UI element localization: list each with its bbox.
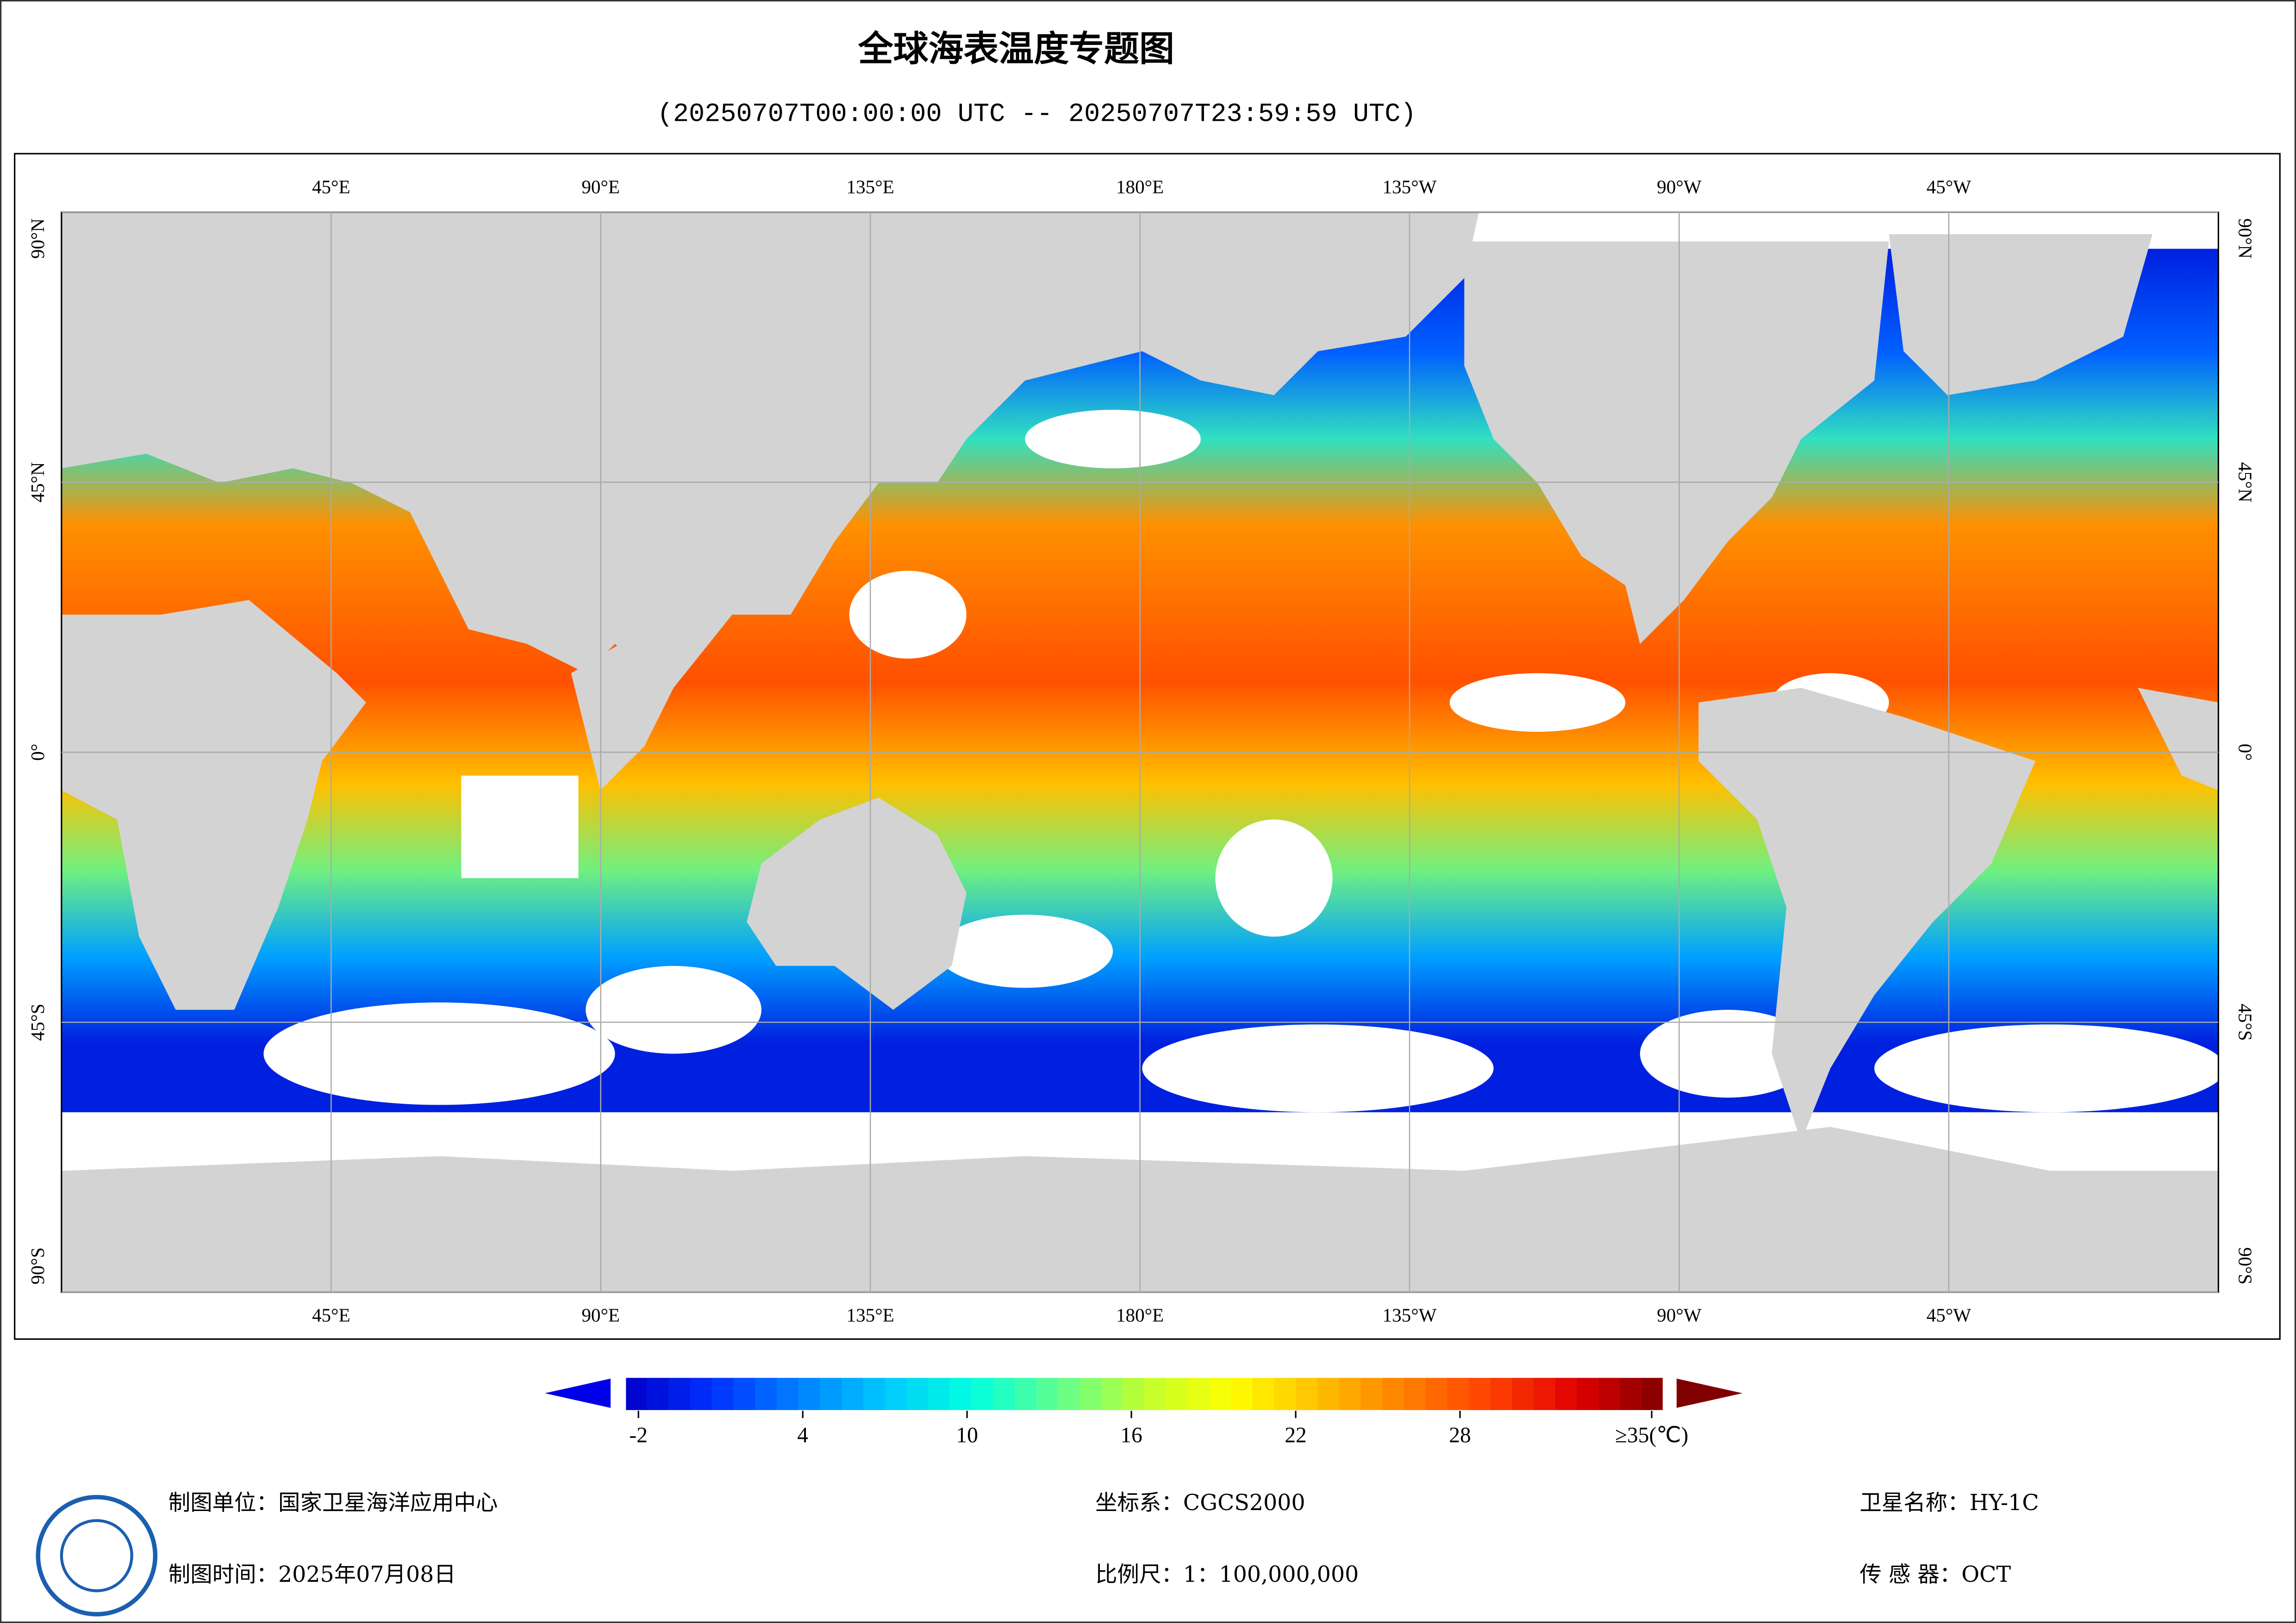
colorbar-segment xyxy=(1014,1377,1037,1411)
colorbar-segment xyxy=(1425,1377,1448,1411)
colorbar-segment xyxy=(885,1377,907,1411)
colorbar-border xyxy=(624,1376,1665,1412)
colorbar-segment xyxy=(1512,1377,1535,1411)
colorbar-segment xyxy=(1641,1377,1664,1411)
colorbar-segment xyxy=(1166,1377,1188,1411)
lat-label: 45°N xyxy=(27,462,48,502)
colorbar-segment xyxy=(733,1377,756,1411)
lon-label: 180°E xyxy=(1116,1305,1164,1326)
colorbar-segment xyxy=(820,1377,842,1411)
colorbar-segment xyxy=(1209,1377,1231,1411)
lat-label: 90°N xyxy=(27,218,48,259)
scale: 比例尺：1：100,000,000 xyxy=(1095,1562,1359,1587)
colorbar-segment xyxy=(668,1377,691,1411)
colorbar-segment xyxy=(1360,1377,1383,1411)
colorbar-label: 10 xyxy=(956,1423,978,1447)
colorbar-segment xyxy=(1252,1377,1275,1411)
lon-label: 45°E xyxy=(312,1305,350,1326)
lon-label: 90°W xyxy=(1657,176,1702,197)
satellite: 卫星名称：HY-1C xyxy=(1859,1490,2039,1516)
colorbar-segment xyxy=(1123,1377,1145,1411)
lon-label: 135°W xyxy=(1383,176,1437,197)
colorbar-segment xyxy=(1079,1377,1102,1411)
lon-label: 45°W xyxy=(1927,1305,1972,1326)
colorbar-segments xyxy=(624,1376,1665,1412)
colorbar-segment xyxy=(711,1377,734,1411)
colorbar-segment xyxy=(1144,1377,1167,1411)
colorbar-segment xyxy=(928,1377,950,1411)
colorbar-segment xyxy=(1468,1377,1491,1411)
lon-label: 135°E xyxy=(847,1305,894,1326)
lat-label: 45°S xyxy=(27,1004,48,1041)
colorbar-segment xyxy=(776,1377,799,1411)
colorbar-segment xyxy=(863,1377,886,1411)
colorbar-segment xyxy=(1187,1377,1210,1411)
colorbar-label: ≥35(℃) xyxy=(1615,1423,1688,1447)
colorbar-label: 16 xyxy=(1120,1423,1142,1447)
colorbar-segment xyxy=(1404,1377,1426,1411)
colorbar-segment xyxy=(1534,1377,1556,1411)
lat-label: 45°S xyxy=(2235,1004,2256,1041)
lon-label: 135°E xyxy=(847,176,894,197)
lon-label: 180°E xyxy=(1116,176,1164,197)
colorbar-segment xyxy=(971,1377,993,1411)
colorbar-segment xyxy=(1230,1377,1253,1411)
lon-label: 45°E xyxy=(312,176,350,197)
colorbar-segment xyxy=(1101,1377,1123,1411)
colorbar-label: -2 xyxy=(629,1423,648,1447)
colorbar-segment xyxy=(1339,1377,1361,1411)
colorbar-segment xyxy=(906,1377,929,1411)
sensor: 传 感 器：OCT xyxy=(1859,1562,2011,1587)
colorbar-label: 28 xyxy=(1449,1423,1471,1447)
lat-label: 0° xyxy=(2235,744,2256,761)
date: 制图时间：2025年07月08日 xyxy=(168,1562,456,1587)
crs: 坐标系：CGCS2000 xyxy=(1095,1490,1305,1516)
colorbar-segment xyxy=(1598,1377,1621,1411)
colorbar-high-arrow xyxy=(1676,1378,1743,1408)
lon-label: 135°W xyxy=(1383,1305,1437,1326)
lon-label: 90°E xyxy=(581,1305,620,1326)
colorbar-segment xyxy=(1296,1377,1318,1411)
colorbar-segment xyxy=(949,1377,972,1411)
colorbar-segment xyxy=(1274,1377,1297,1411)
colorbar-segment xyxy=(841,1377,864,1411)
colorbar-low-arrow xyxy=(544,1378,611,1408)
colorbar xyxy=(544,1376,1743,1412)
colorbar-segment xyxy=(1447,1377,1469,1411)
colorbar-segment xyxy=(1577,1377,1599,1411)
lon-label: 90°E xyxy=(581,176,620,197)
title: 全球海表温度专题图 xyxy=(858,29,1174,69)
colorbar-segment xyxy=(625,1377,648,1411)
subtitle: (20250707T00:00:00 UTC -- 20250707T23:59… xyxy=(657,100,1416,130)
lat-label: 90°N xyxy=(2235,218,2256,259)
colorbar-label: 4 xyxy=(797,1423,808,1447)
clouds xyxy=(263,410,2226,1113)
logo xyxy=(36,1495,158,1617)
colorbar-segment xyxy=(1620,1377,1642,1411)
lon-label: 90°W xyxy=(1657,1305,1702,1326)
producer: 制图单位：国家卫星海洋应用中心 xyxy=(168,1490,498,1516)
colorbar-segment xyxy=(1058,1377,1080,1411)
colorbar-segment xyxy=(647,1377,669,1411)
colorbar-segment xyxy=(755,1377,777,1411)
lat-label: 90°S xyxy=(27,1247,48,1284)
map-frame xyxy=(14,153,2281,1340)
colorbar-segment xyxy=(1317,1377,1340,1411)
colorbar-segment xyxy=(798,1377,821,1411)
colorbar-label: 22 xyxy=(1285,1423,1306,1447)
colorbar-segment xyxy=(1036,1377,1059,1411)
logo-ring xyxy=(60,1519,133,1592)
colorbar-segment xyxy=(690,1377,712,1411)
colorbar-segment xyxy=(1490,1377,1513,1411)
colorbar-segment xyxy=(1555,1377,1578,1411)
colorbar-segment xyxy=(1382,1377,1404,1411)
lat-label: 90°S xyxy=(2235,1247,2256,1284)
lat-label: 0° xyxy=(27,744,48,761)
lat-label: 45°N xyxy=(2235,462,2256,502)
lon-label: 45°W xyxy=(1927,176,1972,197)
colorbar-segment xyxy=(993,1377,1015,1411)
